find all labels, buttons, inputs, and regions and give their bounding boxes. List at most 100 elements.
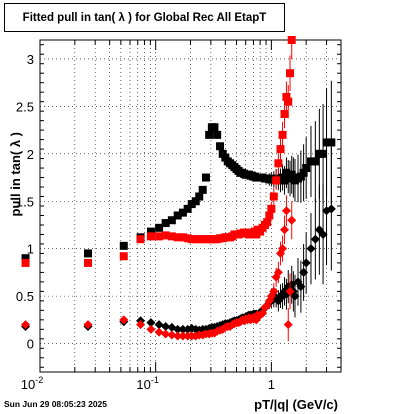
data-point-diamond [287,215,297,225]
data-point-diamond [318,229,328,239]
data-point-square [306,157,315,166]
data-point-square [280,109,289,118]
data-point-square [155,232,164,241]
y-tick-label: 1.5 [16,194,34,209]
y-axis-label: pull in tan( λ ) [8,132,23,217]
data-point-square [119,241,128,250]
data-point-square [161,219,170,228]
data-point-square [146,227,155,236]
data-point-diamond [301,258,311,268]
data-point-square [146,232,155,241]
data-point-diamond [161,321,171,331]
data-point-square [178,208,187,217]
data-point-square [84,258,93,267]
data-point-square [322,138,331,147]
data-point-square [191,197,200,206]
data-point-diamond [178,324,188,334]
data-point-diamond [269,286,279,296]
x-axis-label: pT/|q| (GeV/c) [254,397,338,412]
series-0 [21,80,336,263]
data-point-square [272,176,281,185]
data-point-diamond [281,206,291,216]
chart-title: Fitted pull in tan( λ ) for Global Rec A… [22,11,267,24]
data-point-square [201,173,210,182]
data-point-diamond [173,331,183,341]
data-point-diamond [280,225,290,235]
data-point-diamond [178,331,188,341]
data-point-square [84,249,93,258]
x-tick-label: 10-1 [136,375,158,392]
data-point-square [178,233,187,242]
x-tick-label: 10-2 [21,375,43,392]
data-point-square [167,232,176,241]
data-point-square [213,130,222,139]
y-tick-label: 1 [27,242,34,257]
data-point-square [299,168,308,177]
data-point-diamond [146,324,156,334]
data-point-diamond [283,320,293,330]
data-point-square [267,204,276,213]
data-point-square [187,235,196,244]
x-tick-label: 1 [268,377,275,392]
data-point-diamond [21,320,31,330]
series-1 [21,36,296,267]
data-point-square [278,130,287,139]
data-point-square [187,200,196,209]
y-tick-label: 0 [27,337,34,352]
data-point-square [302,164,311,173]
data-point-diamond [136,320,146,330]
data-point-diamond [285,286,295,296]
y-tick-label: 2.5 [16,99,34,114]
data-point-diamond [154,320,164,330]
data-point-diamond [287,280,297,290]
chart-title-box: Fitted pull in tan( λ ) for Global Rec A… [4,3,285,32]
data-point-square [161,231,170,240]
data-point-diamond [326,204,336,214]
data-point-square [216,142,225,151]
data-point-square [282,92,291,101]
data-point-square [284,97,293,106]
data-point-diamond [273,267,283,277]
data-point-square [287,36,296,44]
data-point-square [136,235,145,244]
data-point-square [311,157,320,166]
data-point-square [119,252,128,261]
data-point-diamond [154,327,164,337]
data-point-square [167,216,176,225]
data-point-square [327,138,336,147]
data-point-square [173,233,182,242]
data-point-square [205,130,214,139]
data-point-square [195,192,204,201]
data-point-square [274,159,283,168]
data-point-diamond [161,329,171,339]
data-point-diamond [83,320,93,330]
data-point-square [269,192,278,201]
data-point-square [319,149,328,158]
data-point-square [265,211,274,220]
data-point-diamond [119,315,129,325]
timestamp: Sun Jun 29 08:05:23 2025 [4,399,108,409]
data-point-square [183,234,192,243]
data-point-diamond [310,234,320,244]
y-tick-label: 3 [27,52,34,67]
axis-ticks [39,40,342,372]
data-point-square [286,69,295,78]
data-point-square [210,123,219,132]
data-point-square [21,254,30,263]
series-3 [21,195,297,342]
data-point-diamond [146,318,156,328]
data-point-square [263,218,272,227]
data-point-diamond [167,330,177,340]
data-point-square [155,223,164,232]
data-point-diamond [278,244,288,254]
data-point-square [276,145,285,154]
data-point-square [183,204,192,213]
data-marks [21,36,336,342]
y-tick-label: 0.5 [16,289,34,304]
data-point-diamond [173,324,183,334]
data-point-square [21,258,30,267]
y-tick-label: 2 [27,147,34,162]
data-point-square [198,185,207,194]
tick-labels: 0 0.5 1 1.5 2 2.5 3 10-2 10-1 1 [16,52,275,392]
